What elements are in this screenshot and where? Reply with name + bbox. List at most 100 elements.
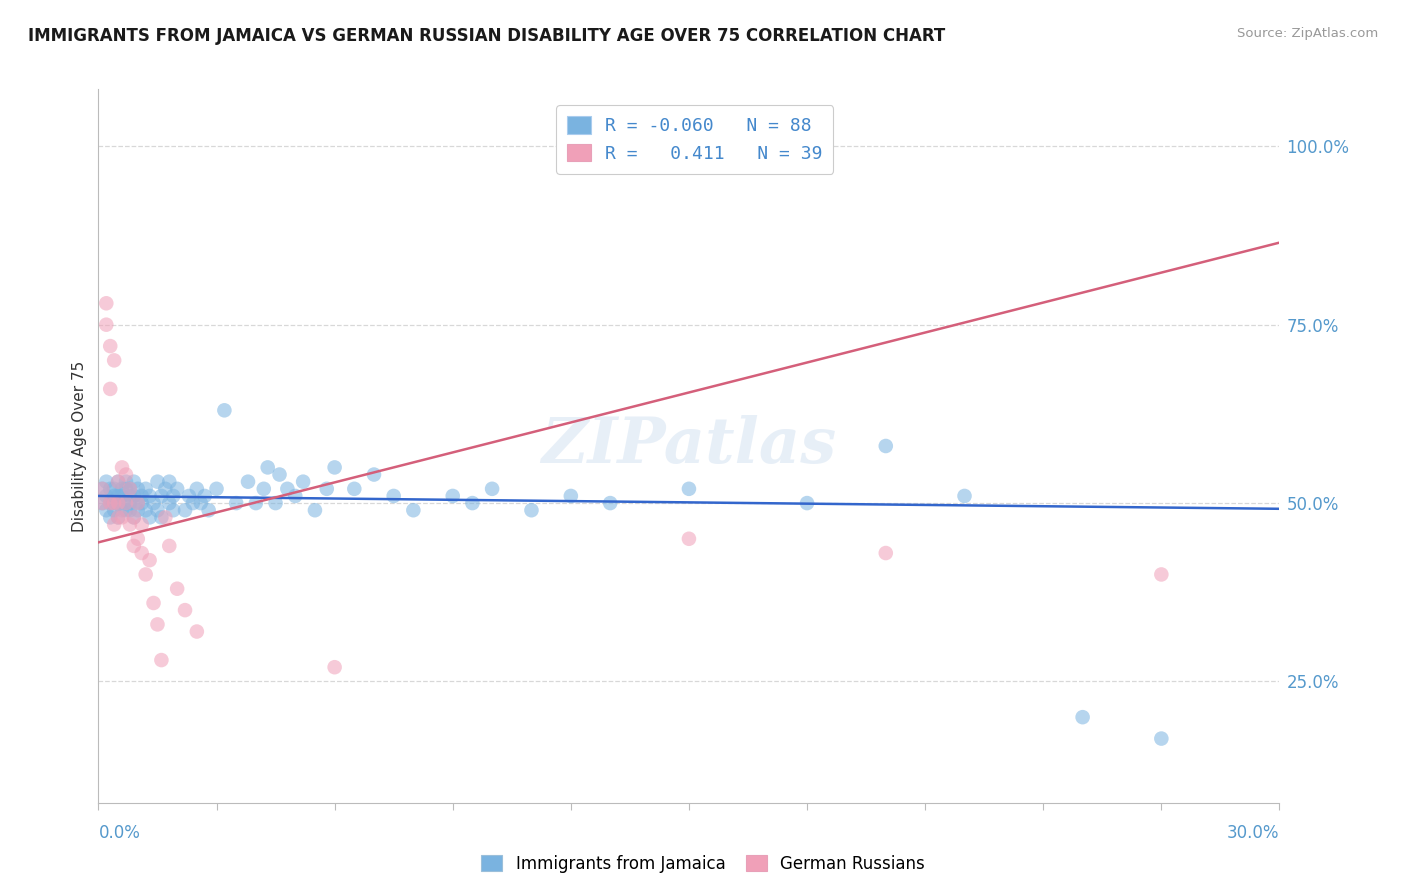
- Point: [98, 496, 121, 510]
- Point: [135, 503, 157, 517]
- Text: Source: ZipAtlas.com: Source: ZipAtlas.com: [1237, 27, 1378, 40]
- Point: [91, 482, 114, 496]
- Point: [150, 510, 173, 524]
- Point: [96, 475, 118, 489]
- Point: [953, 489, 976, 503]
- Point: [96, 503, 118, 517]
- Point: [225, 496, 247, 510]
- Point: [197, 503, 219, 517]
- Point: [276, 482, 298, 496]
- Point: [157, 539, 180, 553]
- Point: [122, 510, 145, 524]
- Point: [122, 475, 145, 489]
- Point: [157, 475, 180, 489]
- Point: [91, 482, 114, 496]
- Point: [122, 489, 145, 503]
- Point: [135, 482, 157, 496]
- Point: [111, 482, 134, 496]
- Point: [461, 496, 484, 510]
- Point: [98, 482, 121, 496]
- Point: [127, 532, 149, 546]
- Point: [118, 517, 141, 532]
- Point: [107, 475, 129, 489]
- Point: [118, 496, 141, 510]
- Point: [292, 475, 315, 489]
- Point: [146, 503, 169, 517]
- Point: [150, 653, 173, 667]
- Point: [111, 489, 134, 503]
- Point: [174, 603, 197, 617]
- Point: [103, 496, 125, 510]
- Point: [111, 503, 134, 517]
- Point: [177, 489, 200, 503]
- Point: [118, 482, 141, 496]
- Point: [122, 510, 145, 524]
- Point: [115, 467, 138, 482]
- Point: [115, 482, 138, 496]
- Point: [91, 496, 114, 510]
- Point: [91, 496, 114, 510]
- Point: [155, 482, 177, 496]
- Legend: Immigrants from Jamaica, German Russians: Immigrants from Jamaica, German Russians: [474, 848, 932, 880]
- Point: [157, 496, 180, 510]
- Point: [131, 546, 153, 560]
- Point: [127, 503, 149, 517]
- Point: [1150, 567, 1173, 582]
- Point: [599, 496, 621, 510]
- Point: [166, 482, 188, 496]
- Point: [107, 489, 129, 503]
- Point: [103, 496, 125, 510]
- Point: [520, 503, 543, 517]
- Point: [402, 503, 425, 517]
- Point: [162, 489, 184, 503]
- Text: IMMIGRANTS FROM JAMAICA VS GERMAN RUSSIAN DISABILITY AGE OVER 75 CORRELATION CHA: IMMIGRANTS FROM JAMAICA VS GERMAN RUSSIA…: [28, 27, 945, 45]
- Point: [166, 582, 188, 596]
- Point: [343, 482, 366, 496]
- Point: [315, 482, 337, 496]
- Point: [107, 496, 129, 510]
- Point: [107, 510, 129, 524]
- Point: [115, 496, 138, 510]
- Point: [96, 318, 118, 332]
- Point: [481, 482, 503, 496]
- Point: [323, 460, 346, 475]
- Point: [131, 496, 153, 510]
- Y-axis label: Disability Age Over 75: Disability Age Over 75: [72, 360, 87, 532]
- Point: [146, 617, 169, 632]
- Point: [107, 496, 129, 510]
- Text: ZIPatlas: ZIPatlas: [541, 416, 837, 476]
- Point: [284, 489, 307, 503]
- Point: [875, 439, 897, 453]
- Point: [115, 503, 138, 517]
- Point: [103, 489, 125, 503]
- Point: [138, 489, 160, 503]
- Point: [1071, 710, 1094, 724]
- Legend: R = -0.060   N = 88, R =   0.411   N = 39: R = -0.060 N = 88, R = 0.411 N = 39: [557, 105, 834, 174]
- Text: 0.0%: 0.0%: [98, 824, 141, 842]
- Point: [111, 460, 134, 475]
- Point: [146, 475, 169, 489]
- Point: [214, 403, 236, 417]
- Point: [236, 475, 259, 489]
- Point: [111, 510, 134, 524]
- Point: [142, 596, 165, 610]
- Point: [162, 503, 184, 517]
- Point: [181, 496, 204, 510]
- Point: [122, 539, 145, 553]
- Point: [98, 382, 121, 396]
- Point: [96, 296, 118, 310]
- Text: 30.0%: 30.0%: [1227, 824, 1279, 842]
- Point: [190, 496, 212, 510]
- Point: [115, 475, 138, 489]
- Point: [1150, 731, 1173, 746]
- Point: [186, 624, 208, 639]
- Point: [103, 503, 125, 517]
- Point: [118, 482, 141, 496]
- Point: [194, 489, 217, 503]
- Point: [103, 353, 125, 368]
- Point: [155, 510, 177, 524]
- Point: [264, 496, 287, 510]
- Point: [107, 510, 129, 524]
- Point: [186, 482, 208, 496]
- Point: [560, 489, 582, 503]
